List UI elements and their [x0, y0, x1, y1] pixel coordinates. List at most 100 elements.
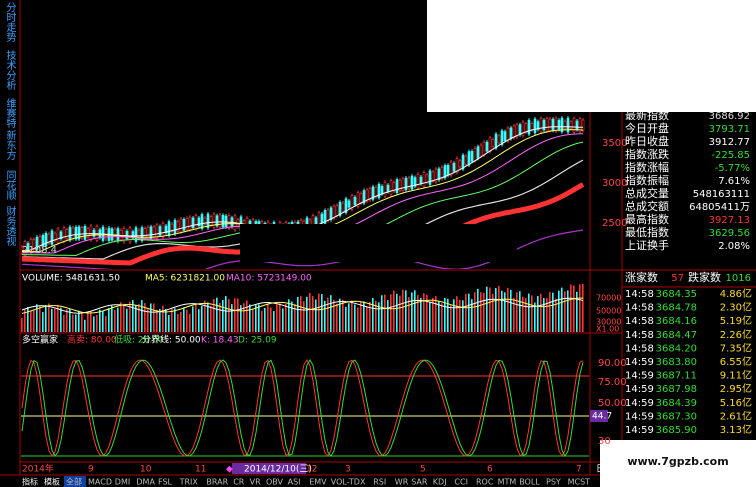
candle — [506, 127, 510, 142]
indicator-tab[interactable]: MACD — [88, 478, 112, 487]
candle — [347, 200, 351, 208]
breadth-value: 57 — [671, 273, 684, 284]
volume-bar — [477, 288, 479, 332]
volume-bar — [354, 304, 356, 332]
kdj-name: 多空赢家 — [22, 334, 58, 346]
indicator-tab[interactable]: FSL — [158, 478, 173, 487]
indicator-tab[interactable]: PSY — [546, 478, 561, 487]
indicator-tab[interactable]: 模板 — [44, 477, 60, 487]
candle — [419, 176, 423, 185]
candle — [551, 118, 555, 131]
indicator-tab[interactable]: TRIX — [179, 478, 199, 487]
candle — [437, 168, 441, 181]
volume-axis-label: 30000 — [596, 318, 621, 327]
candle — [500, 130, 504, 145]
indicator-tab[interactable]: DMA — [136, 478, 155, 487]
trade-time: 14:59 — [625, 425, 654, 436]
volume-bar — [75, 314, 77, 332]
period-label[interactable]: 日线 — [596, 463, 614, 475]
date-label: 11 — [195, 465, 206, 475]
indicator-tab[interactable]: DMI — [115, 478, 130, 487]
candle — [512, 125, 516, 139]
volume-bar — [345, 306, 347, 332]
volume-bar — [195, 304, 197, 332]
trade-price: 3684.16 — [656, 316, 697, 327]
volume-bar — [540, 293, 542, 332]
candle — [152, 226, 156, 238]
volume-bar — [444, 297, 446, 332]
volume-bar — [72, 314, 74, 332]
volume-bar — [366, 307, 368, 332]
volume-bar — [42, 312, 44, 332]
candle — [209, 216, 213, 226]
indicator-tab[interactable]: 指标 — [22, 477, 38, 487]
volume-bar — [159, 309, 161, 332]
candle — [74, 226, 78, 240]
indicator-tab[interactable]: BOLL — [519, 478, 540, 487]
indicator-tab[interactable]: MCST — [568, 478, 591, 487]
volume-bar — [219, 302, 221, 332]
volume-bar — [144, 303, 146, 332]
indicator-tab[interactable]: KDJ — [433, 478, 447, 487]
trade-time: 14:58 — [625, 289, 654, 300]
volume-bar — [249, 304, 251, 332]
volume-ma — [21, 297, 584, 314]
sidebar-tab[interactable]: 同花顺 — [4, 170, 16, 201]
volume-bar — [81, 313, 83, 332]
volume-bar — [537, 296, 539, 332]
indicator-tab[interactable]: ASI — [288, 478, 301, 487]
volume-bar — [480, 292, 482, 332]
candle — [404, 177, 408, 191]
volume-bar — [150, 303, 152, 332]
trade-amount: 4.86亿 — [720, 287, 752, 300]
volume-bar — [552, 292, 554, 332]
indicator-tab[interactable]: CCI — [454, 478, 468, 487]
candle — [548, 118, 552, 131]
sidebar-tab[interactable]: 维赛特 — [4, 97, 16, 128]
candle — [206, 213, 210, 229]
indicator-tab[interactable]: ROC — [476, 478, 494, 487]
indicator-tab[interactable]: VR — [250, 478, 261, 487]
volume-bar — [486, 286, 488, 332]
volume-bar — [237, 298, 239, 332]
indicator-tab[interactable]: RSI — [373, 478, 386, 487]
volume-bar — [576, 291, 578, 332]
price-axis-label: 3500 — [602, 138, 627, 149]
indicator-tab[interactable]: OBV — [266, 478, 284, 487]
volume-bar — [204, 300, 206, 332]
sidebar-tab[interactable]: 财务透视 — [4, 205, 16, 247]
watermark-area — [600, 440, 756, 487]
indicator-tab[interactable]: MTM — [498, 478, 517, 487]
indicator-tab[interactable]: CR — [233, 478, 245, 487]
sidebar-tab[interactable]: 技术分析 — [4, 49, 16, 91]
indicator-tab[interactable]: VOL-TDX — [331, 478, 366, 487]
indicator-tab[interactable]: BRAR — [206, 478, 228, 487]
cursor-arrows: ◆ — [226, 465, 233, 475]
indicator-tab[interactable]: WR — [395, 478, 409, 487]
volume-bar — [513, 297, 515, 332]
volume-bar — [45, 304, 47, 332]
candle — [431, 171, 435, 182]
indicator-tab[interactable]: EMV — [309, 478, 327, 487]
indicator-tab[interactable]: 全部 — [66, 477, 82, 487]
candle — [221, 214, 225, 228]
sidebar-tab[interactable]: 分时走势 — [4, 2, 16, 43]
volume-bar — [471, 299, 473, 332]
volume-bar — [441, 303, 443, 332]
candle — [473, 147, 477, 161]
indicator-tab[interactable]: SAR — [411, 478, 428, 487]
candle — [383, 181, 387, 197]
volume-bar — [474, 292, 476, 332]
volume-bar — [192, 306, 194, 332]
volume-bar — [90, 311, 92, 332]
volume-bar — [567, 290, 569, 332]
volume-pane — [21, 284, 584, 332]
volume-bar — [246, 300, 248, 332]
quote-label: 最高指数 — [625, 212, 669, 226]
candle — [371, 186, 375, 200]
kdj-marker-box — [590, 410, 608, 422]
sidebar-tab[interactable]: 新东方 — [4, 129, 16, 161]
candle — [23, 241, 27, 256]
volume-bar — [276, 304, 278, 332]
volume-bar — [492, 293, 494, 332]
